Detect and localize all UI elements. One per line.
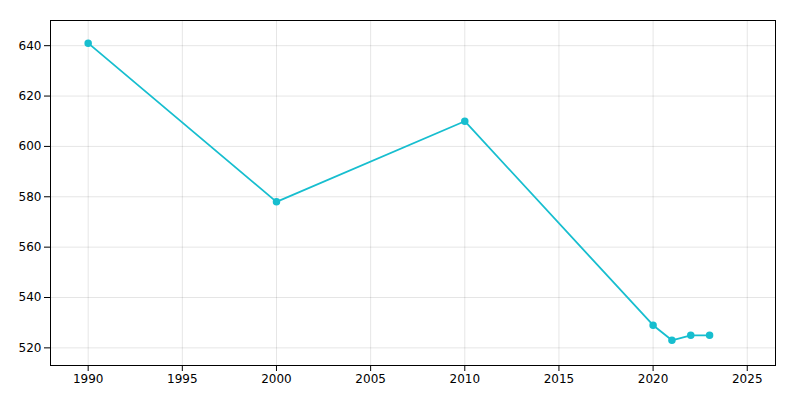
- svg-text:540: 540: [19, 290, 42, 304]
- svg-text:640: 640: [19, 39, 42, 53]
- svg-text:580: 580: [19, 190, 42, 204]
- svg-text:2010: 2010: [450, 372, 481, 386]
- svg-text:1990: 1990: [73, 372, 104, 386]
- svg-text:620: 620: [19, 89, 42, 103]
- svg-text:2015: 2015: [544, 372, 575, 386]
- svg-text:2020: 2020: [638, 372, 669, 386]
- svg-text:560: 560: [19, 240, 42, 254]
- svg-text:2005: 2005: [355, 372, 386, 386]
- svg-text:2000: 2000: [261, 372, 292, 386]
- svg-text:2025: 2025: [732, 372, 763, 386]
- svg-text:1995: 1995: [167, 372, 198, 386]
- svg-text:600: 600: [19, 139, 42, 153]
- svg-text:520: 520: [19, 341, 42, 355]
